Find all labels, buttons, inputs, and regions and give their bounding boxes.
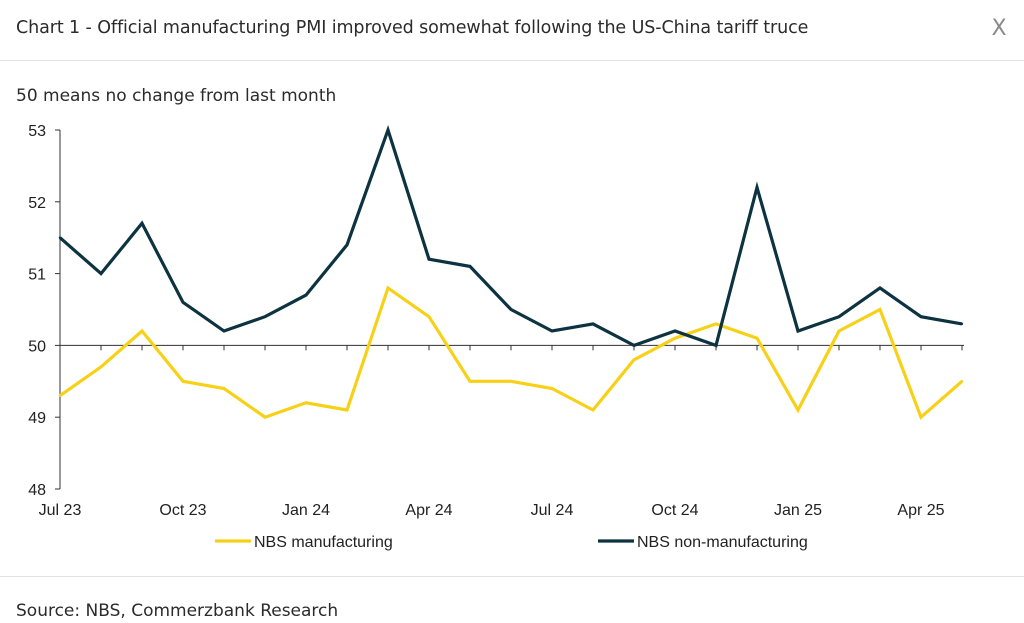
data-point-manufacturing — [509, 380, 513, 383]
legend-label: NBS manufacturing — [254, 534, 393, 551]
data-point-manufacturing — [796, 408, 800, 412]
series-line-non-manufacturing — [58, 124, 963, 348]
chart-footer: Source: NBS, Commerzbank Research — [0, 576, 1024, 623]
data-point-non-manufacturing — [837, 315, 841, 318]
data-point-non-manufacturing — [468, 265, 472, 268]
y-tick-label: 50 — [28, 338, 46, 355]
data-point-manufacturing — [714, 322, 718, 326]
data-point-non-manufacturing — [878, 286, 882, 290]
data-point-non-manufacturing — [919, 315, 923, 318]
x-tick-label: Jan 24 — [282, 502, 330, 519]
x-tick-label: Oct 23 — [159, 502, 206, 519]
data-point-manufacturing — [304, 401, 308, 405]
data-point-non-manufacturing — [755, 186, 759, 189]
data-point-non-manufacturing — [427, 258, 431, 261]
data-point-manufacturing — [468, 380, 472, 383]
data-point-manufacturing — [919, 416, 923, 419]
data-point-non-manufacturing — [99, 272, 103, 275]
data-point-non-manufacturing — [304, 293, 308, 297]
data-point-manufacturing — [632, 358, 636, 361]
data-point-manufacturing — [345, 408, 349, 412]
y-tick-label: 53 — [28, 123, 46, 140]
data-point-non-manufacturing — [550, 329, 554, 333]
chart-title: Chart 1 - Official manufacturing PMI imp… — [16, 18, 809, 38]
x-tick-label: Jul 23 — [39, 502, 82, 519]
data-point-manufacturing — [755, 337, 759, 340]
data-point-manufacturing — [960, 380, 964, 383]
x-tick-label: Jul 24 — [531, 502, 574, 519]
data-point-non-manufacturing — [58, 236, 62, 239]
data-point-non-manufacturing — [140, 222, 144, 225]
data-point-non-manufacturing — [591, 322, 595, 326]
data-point-manufacturing — [386, 286, 390, 290]
data-point-non-manufacturing — [632, 344, 636, 347]
data-point-non-manufacturing — [222, 329, 226, 333]
data-point-non-manufacturing — [714, 344, 718, 347]
y-tick-label: 52 — [28, 195, 46, 212]
data-point-non-manufacturing — [796, 329, 800, 333]
data-point-non-manufacturing — [345, 243, 349, 247]
data-point-manufacturing — [181, 380, 185, 383]
data-point-manufacturing — [878, 308, 882, 311]
data-point-non-manufacturing — [263, 315, 267, 318]
data-point-non-manufacturing — [960, 322, 964, 326]
source-note: Source: NBS, Commerzbank Research — [16, 601, 339, 621]
data-point-manufacturing — [263, 416, 267, 419]
data-point-manufacturing — [58, 394, 62, 397]
data-point-non-manufacturing — [386, 128, 390, 132]
y-tick-label: 49 — [28, 410, 46, 427]
x-tick-label: Oct 24 — [651, 502, 698, 519]
data-point-non-manufacturing — [509, 308, 513, 311]
close-icon[interactable]: X — [991, 16, 1007, 41]
data-point-non-manufacturing — [181, 301, 185, 304]
line-chart: 48 49 50 51 52 53 Jul 23 Oct 23 Jan 24 Apr 24 Jul … — [28, 123, 964, 551]
chart-subtitle: 50 means no change from last month — [16, 86, 337, 106]
data-point-manufacturing — [99, 365, 103, 369]
data-point-manufacturing — [673, 337, 677, 340]
x-tick-label: Apr 25 — [897, 502, 944, 519]
data-point-manufacturing — [140, 329, 144, 333]
x-tick-label: Jan 25 — [774, 502, 822, 519]
y-tick-label: 48 — [28, 482, 46, 499]
data-point-manufacturing — [427, 315, 431, 318]
legend-label: NBS non-manufacturing — [637, 534, 808, 551]
y-tick-label: 51 — [28, 267, 46, 284]
data-point-manufacturing — [222, 387, 226, 390]
data-point-non-manufacturing — [673, 329, 677, 333]
data-point-manufacturing — [837, 329, 841, 333]
x-tick-label: Apr 24 — [405, 502, 452, 519]
data-point-manufacturing — [591, 408, 595, 412]
chart-header: Chart 1 - Official manufacturing PMI imp… — [0, 0, 1024, 61]
data-point-manufacturing — [550, 387, 554, 390]
